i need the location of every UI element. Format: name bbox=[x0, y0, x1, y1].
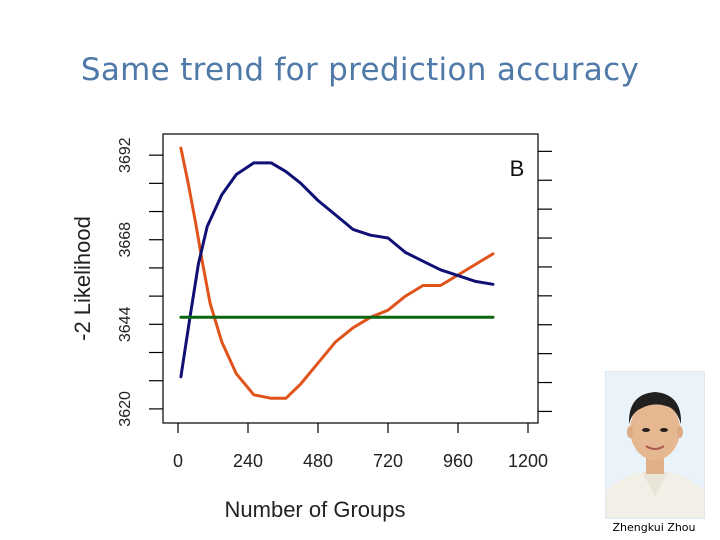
x-tick-label: 960 bbox=[443, 451, 473, 471]
x-axis-title: Number of Groups bbox=[225, 497, 406, 522]
y-left-tick-label: 3668 bbox=[117, 222, 134, 258]
y-left-tick-label: 3644 bbox=[117, 306, 134, 342]
slide-title: Same trend for prediction accuracy bbox=[80, 52, 640, 88]
portrait-photo bbox=[605, 371, 705, 519]
chart: 0240480720960120036203644366836920.700.7… bbox=[70, 133, 552, 522]
x-tick-label: 480 bbox=[303, 451, 333, 471]
x-tick-label: 720 bbox=[373, 451, 403, 471]
x-tick-label: 0 bbox=[173, 451, 183, 471]
y-left-tick-label: 3620 bbox=[117, 391, 134, 427]
orange-likelihood-line bbox=[179, 146, 495, 400]
x-tick-label: 240 bbox=[233, 451, 263, 471]
navy-accuracy-line bbox=[179, 161, 495, 379]
y-left-tick-label: 3692 bbox=[117, 137, 134, 173]
panel-label: B bbox=[510, 156, 525, 181]
x-tick-label: 1200 bbox=[508, 451, 548, 471]
plot-frame bbox=[162, 133, 539, 424]
photo-caption: Zhengkui Zhou bbox=[612, 521, 696, 534]
chart-layer: 0240480720960120036203644366836920.700.7… bbox=[70, 133, 552, 522]
y-left-axis-title: -2 Likelihood bbox=[70, 216, 95, 341]
